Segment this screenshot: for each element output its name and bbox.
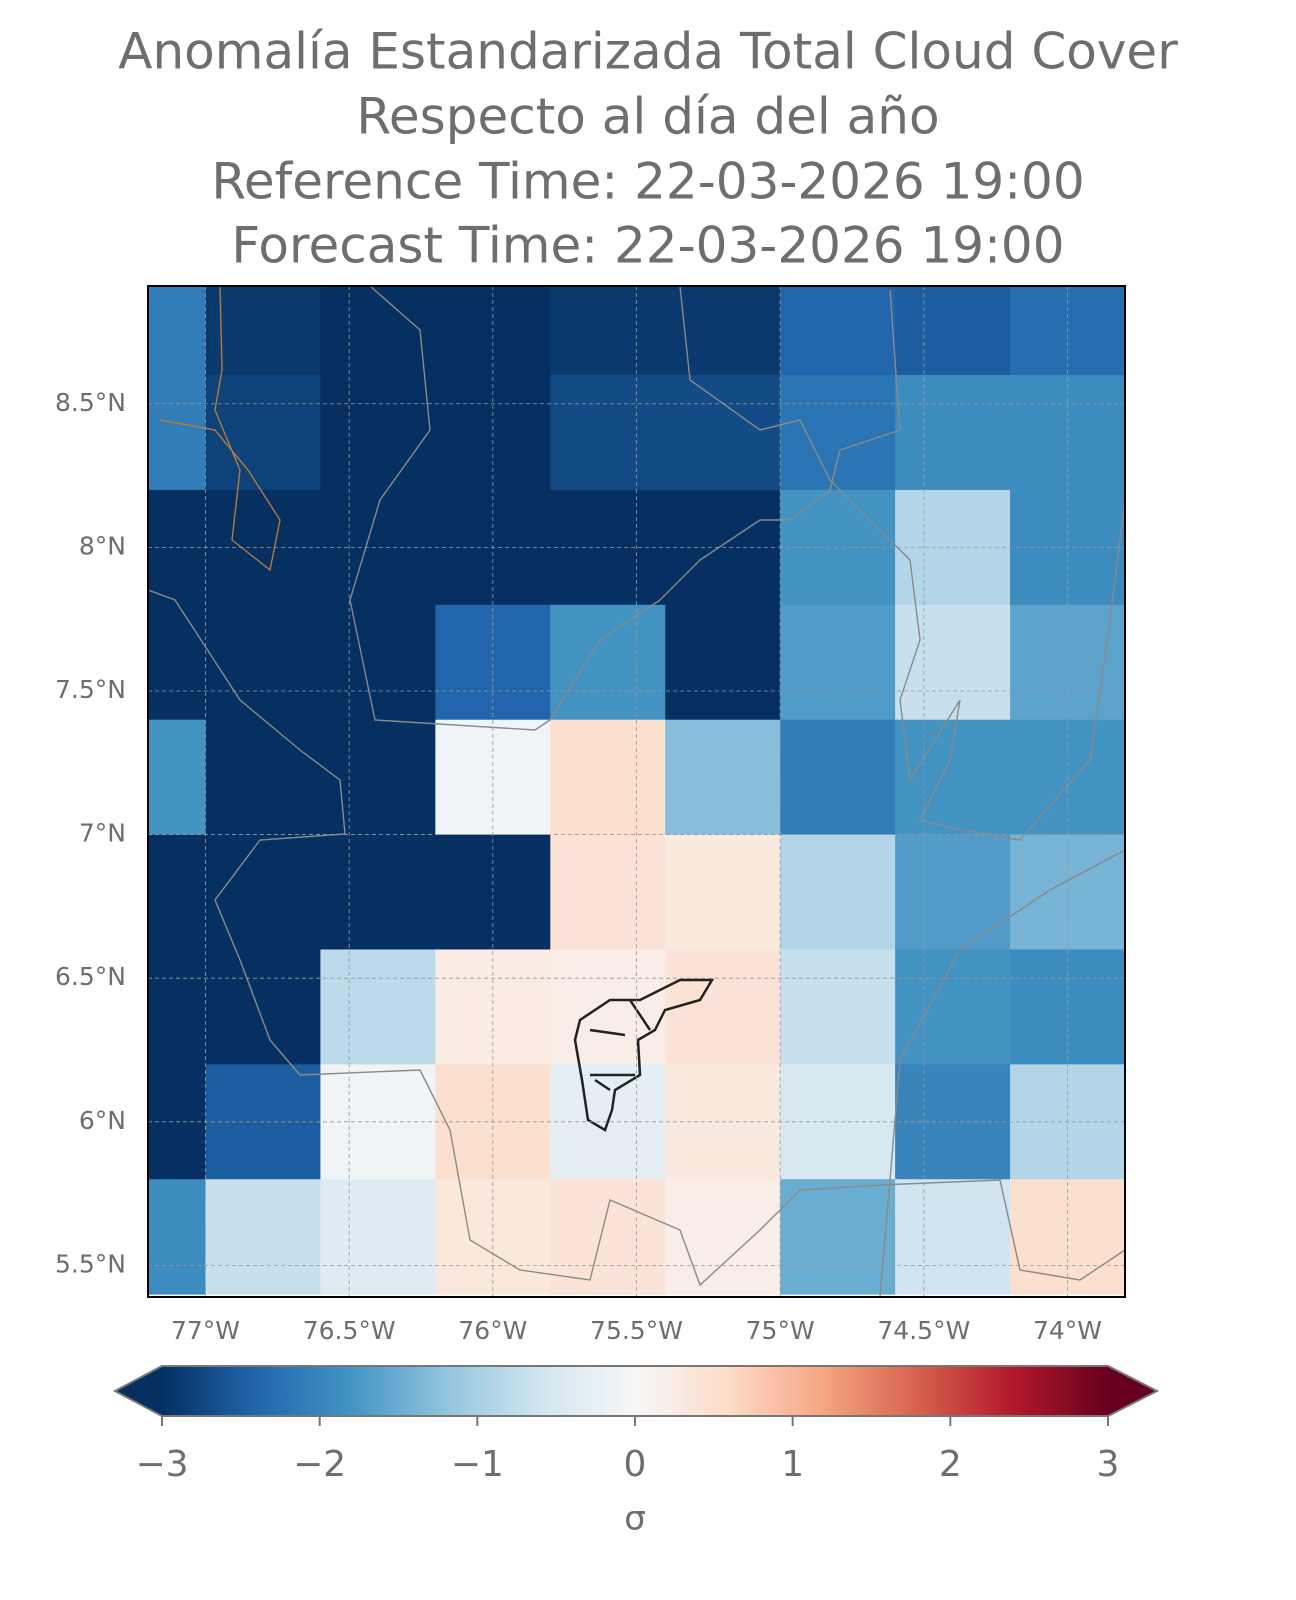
cell: [148, 604, 206, 721]
cell: [320, 1179, 436, 1295]
cell: [205, 719, 321, 836]
x-tick-label: 75.5°W: [590, 1316, 683, 1345]
x-tick-label: 76°W: [458, 1316, 527, 1345]
cell: [550, 949, 666, 1065]
x-tick-label: 76.5°W: [303, 1316, 396, 1345]
colorbar-extend-high: [1108, 1366, 1157, 1416]
cell: [665, 719, 781, 836]
cell: [665, 375, 781, 491]
cell: [320, 834, 436, 950]
cell: [665, 604, 781, 721]
cell: [148, 834, 206, 950]
cell: [205, 604, 321, 721]
cell: [895, 375, 1011, 491]
title: Anomalía Estandarizada Total Cloud Cover: [118, 23, 1178, 81]
colorbar-tick-label: −1: [451, 1444, 504, 1485]
cell: [550, 834, 666, 950]
colorbar-tick-label: 3: [1097, 1444, 1120, 1485]
cell: [550, 719, 666, 836]
x-tick-label: 74.5°W: [877, 1316, 970, 1345]
x-tick-label: 77°W: [171, 1316, 240, 1345]
cell: [780, 949, 896, 1065]
cell: [148, 1179, 206, 1295]
city-boundary: [573, 978, 715, 1132]
cell: [665, 286, 781, 376]
cell: [205, 949, 321, 1065]
y-tick-label: 5.5°N: [55, 1249, 126, 1278]
cell: [320, 604, 436, 721]
cell: [780, 1179, 896, 1295]
forecast-time: Forecast Time: 22-03-2026 19:00: [231, 217, 1064, 275]
colorbar-tick-label: 2: [939, 1444, 962, 1485]
cell: [205, 1179, 321, 1295]
y-tick-label: 8°N: [79, 531, 126, 560]
y-tick-label: 6.5°N: [55, 962, 126, 991]
cell: [550, 375, 666, 491]
subtitle: Respecto al día del año: [356, 88, 939, 146]
cell: [205, 286, 321, 376]
cell: [550, 286, 666, 376]
cell: [148, 719, 206, 836]
colorbar-extend-low: [115, 1366, 162, 1416]
cell: [780, 286, 896, 376]
cell: [665, 949, 781, 1065]
cell: [320, 375, 436, 491]
y-tick-label: 7°N: [79, 819, 126, 848]
map-frame: [147, 285, 1126, 1298]
cell: [895, 834, 1011, 950]
cell: [320, 719, 436, 836]
cell: [780, 375, 896, 491]
cell: [780, 604, 896, 721]
colorbar-tick-label: 0: [624, 1444, 647, 1485]
cell: [895, 1179, 1011, 1295]
cell: [895, 604, 1011, 721]
cell: [148, 375, 206, 491]
colorbar: [162, 1366, 1108, 1416]
cell: [320, 949, 436, 1065]
y-tick-label: 6°N: [79, 1106, 126, 1135]
reference-time: Reference Time: 22-03-2026 19:00: [211, 153, 1084, 211]
cell: [895, 286, 1011, 376]
cell: [550, 1179, 666, 1295]
x-tick-label: 75°W: [746, 1316, 815, 1345]
colorbar-tick-label: −2: [293, 1444, 346, 1485]
cell: [780, 834, 896, 950]
colorbar-tick-label: 1: [781, 1444, 804, 1485]
cell: [205, 834, 321, 950]
y-tick-label: 7.5°N: [55, 675, 126, 704]
coastlines: [148, 286, 1125, 1297]
cell: [780, 719, 896, 836]
cell: [895, 949, 1011, 1065]
grid: [148, 286, 1125, 1297]
cell: [550, 604, 666, 721]
cell: [148, 949, 206, 1065]
cell: [205, 375, 321, 491]
map-cells: [148, 286, 1125, 1295]
y-tick-label: 8.5°N: [55, 388, 126, 417]
cell: [665, 1179, 781, 1295]
x-tick-label: 74°W: [1033, 1316, 1102, 1345]
cell: [320, 286, 436, 376]
cell: [148, 286, 206, 376]
colorbar-tick-label: −3: [135, 1444, 188, 1485]
cell: [665, 834, 781, 950]
colorbar-label: σ: [624, 1499, 646, 1539]
